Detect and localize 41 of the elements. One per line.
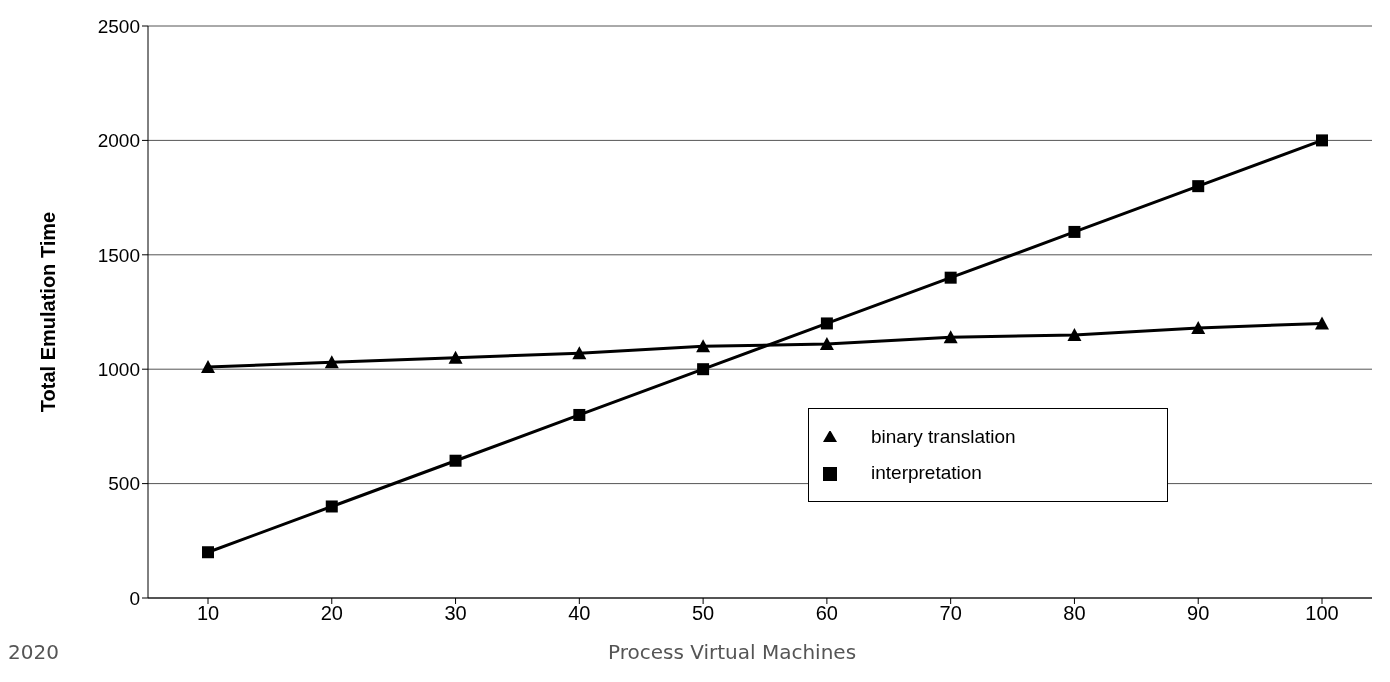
point [1068,225,1081,238]
point [820,317,833,330]
y-tick-label: 0 [129,587,140,609]
point [324,355,339,369]
x-tick-label: 50 [691,602,715,625]
point [1315,316,1329,330]
text: Process Virtual Machines [608,640,857,664]
x-tick-label: 10 [196,602,220,625]
y-tick-label: 500 [108,473,140,495]
legend-label: interpretation [871,462,982,483]
point [1192,180,1205,193]
y-tick-label: 1000 [97,358,140,380]
x-tick-label: 60 [815,602,839,625]
y-tick-label: 2500 [97,15,140,37]
x-tick-label: 70 [939,602,962,625]
x-tick-label: 40 [568,602,591,625]
point [202,546,214,559]
point [1191,321,1206,335]
point [449,454,462,467]
point [1067,327,1082,341]
y-axis-title: Total Emulation Time [37,211,60,413]
point [819,337,834,351]
y-tick-label: 2000 [97,130,140,152]
x-tick-label: 100 [1305,602,1339,625]
text: 2020 [8,640,59,664]
x-tick-label: 80 [1063,602,1086,625]
point [944,271,957,284]
point [697,363,710,376]
point [1316,134,1328,147]
legend-label: binary translation [871,426,1016,447]
point [572,346,587,360]
x-tick-label: 20 [320,602,343,625]
point [325,500,338,513]
y-tick-label: 1500 [97,244,140,266]
x-tick-label: 90 [1187,602,1210,625]
point [573,408,586,421]
point [201,359,215,373]
point [696,339,711,353]
point [448,350,463,364]
point [943,330,958,344]
x-tick-label: 30 [444,602,467,625]
